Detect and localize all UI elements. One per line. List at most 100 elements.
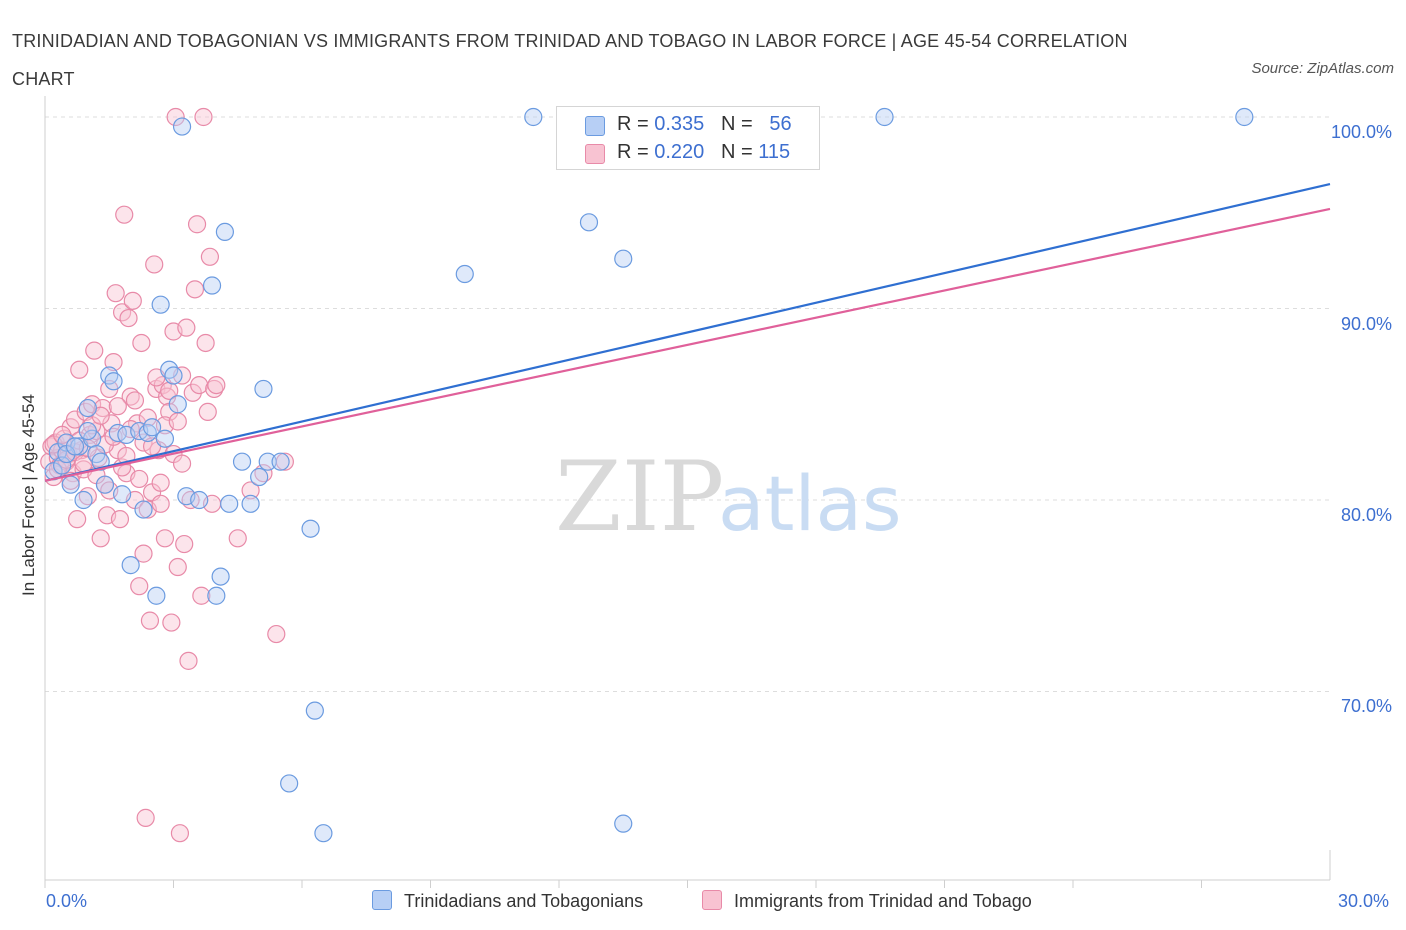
chart-title: TRINIDADIAN AND TOBAGONIAN VS IMMIGRANTS… xyxy=(12,31,1128,89)
legend-r-value: 0.335 xyxy=(654,113,705,135)
data-point-pink xyxy=(192,586,211,605)
data-point-blue xyxy=(112,485,132,504)
data-point-pink xyxy=(177,318,196,337)
data-point-blue xyxy=(61,475,80,494)
data-point-pink xyxy=(123,291,142,310)
data-point-pink xyxy=(125,391,145,410)
data-point-blue xyxy=(1235,107,1254,127)
legend-swatch-blue xyxy=(585,116,605,136)
data-point-blue xyxy=(202,276,222,295)
data-point-pink xyxy=(134,544,153,563)
data-point-pink xyxy=(91,529,110,548)
data-point-pink xyxy=(134,433,153,452)
data-point-blue xyxy=(142,418,162,437)
data-point-pink xyxy=(68,510,87,529)
data-point-blue xyxy=(305,701,324,720)
data-point-pink xyxy=(190,376,209,395)
data-point-pink xyxy=(108,397,127,416)
y-tick-label-100: 100.0% xyxy=(1330,122,1392,142)
data-point-pink xyxy=(200,247,220,266)
data-point-blue xyxy=(53,456,72,475)
data-point-blue xyxy=(65,437,85,456)
data-point-pink xyxy=(207,376,226,395)
data-point-blue xyxy=(147,586,166,605)
data-point-pink xyxy=(196,333,215,353)
data-point-pink xyxy=(136,808,155,827)
data-point-blue xyxy=(614,249,633,268)
data-point-pink xyxy=(130,577,149,596)
data-point-blue xyxy=(314,824,333,843)
legend-n-value: 115 xyxy=(758,141,791,163)
series-swatch-blue xyxy=(372,890,392,910)
data-point-blue xyxy=(524,107,543,127)
legend-n-label: N = xyxy=(720,113,759,135)
data-point-blue xyxy=(579,213,599,232)
data-point-blue xyxy=(215,222,234,241)
data-point-pink xyxy=(104,353,123,372)
data-point-pink xyxy=(151,473,170,492)
data-point-blue xyxy=(95,475,115,494)
data-point-blue xyxy=(134,500,153,519)
data-point-pink xyxy=(175,534,194,554)
data-point-pink xyxy=(162,613,181,632)
data-point-pink xyxy=(155,529,175,548)
data-point-pink xyxy=(185,280,205,299)
data-point-pink xyxy=(115,205,134,224)
data-point-blue xyxy=(254,379,273,399)
data-point-blue xyxy=(78,421,97,441)
y-tick-label-80: 80.0% xyxy=(1340,505,1392,525)
data-point-pink xyxy=(198,402,217,422)
data-point-pink xyxy=(110,510,130,529)
data-point-pink xyxy=(130,469,149,489)
data-point-blue xyxy=(211,567,230,586)
series-legend-pink: Immigrants from Trinidad and Tobago xyxy=(702,890,1032,912)
data-point-blue xyxy=(241,494,260,513)
data-point-blue xyxy=(168,395,187,414)
data-point-pink xyxy=(85,341,104,360)
data-point-blue xyxy=(164,366,183,385)
trend-line-blue xyxy=(44,182,1331,482)
data-point-pink xyxy=(166,107,185,127)
legend-n-label: N = xyxy=(720,141,759,163)
data-point-pink xyxy=(170,824,190,843)
data-point-blue xyxy=(271,452,290,471)
data-point-blue xyxy=(220,494,239,513)
legend-n-value: 56 xyxy=(769,113,792,135)
data-point-blue xyxy=(232,452,252,471)
data-point-blue xyxy=(121,556,140,575)
data-point-pink xyxy=(140,611,160,630)
series-legend-label: Trinidadians and Tobagonians xyxy=(404,891,644,911)
data-point-blue xyxy=(301,519,320,538)
series-legend-blue: Trinidadians and Tobagonians xyxy=(372,890,643,912)
data-point-blue xyxy=(74,490,93,510)
data-point-pink xyxy=(138,408,157,427)
x-tick-label-min: 0.0% xyxy=(46,891,88,911)
legend-swatch-pink xyxy=(585,144,605,164)
data-point-blue xyxy=(280,774,299,793)
data-point-pink xyxy=(132,333,151,353)
correlation-legend: R = 0.335 N = 56 R = 0.220 N = 115 xyxy=(556,106,820,170)
data-point-pink xyxy=(172,454,192,473)
x-tick-label-max: 30.0% xyxy=(1338,891,1390,911)
data-point-pink xyxy=(168,557,187,577)
data-point-blue xyxy=(78,398,97,418)
data-point-pink xyxy=(228,529,247,548)
legend-r-label: R = xyxy=(617,113,655,135)
data-point-blue xyxy=(614,814,633,833)
series-swatch-pink xyxy=(702,890,722,910)
data-point-blue xyxy=(151,295,170,314)
data-point-blue xyxy=(207,586,226,605)
data-point-blue xyxy=(172,117,192,136)
data-point-pink xyxy=(187,215,207,234)
data-point-blue xyxy=(250,467,269,487)
data-point-blue xyxy=(190,490,209,510)
data-point-blue xyxy=(455,264,474,284)
data-point-pink xyxy=(179,651,198,670)
data-point-pink xyxy=(168,412,187,431)
watermark-atlas: atlas xyxy=(718,459,902,548)
trend-line-pink xyxy=(44,207,1331,482)
data-point-pink xyxy=(145,255,164,274)
data-point-pink xyxy=(151,494,170,513)
legend-r-value: 0.220 xyxy=(654,141,705,163)
